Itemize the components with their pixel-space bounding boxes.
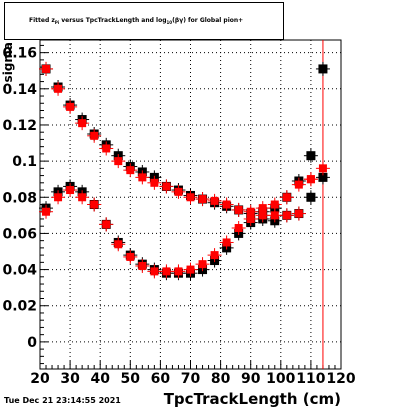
y-tick-label: 0 bbox=[27, 335, 37, 351]
data-point bbox=[162, 182, 171, 191]
data-point bbox=[306, 192, 316, 202]
data-point bbox=[126, 252, 135, 261]
data-point bbox=[318, 164, 327, 173]
data-point bbox=[246, 207, 255, 216]
x-tick-label: 20 bbox=[30, 371, 50, 387]
data-point bbox=[198, 260, 207, 269]
data-point bbox=[210, 196, 219, 205]
data-point bbox=[174, 187, 183, 196]
timestamp-label: Tue Dec 21 23:14:55 2021 bbox=[4, 396, 121, 405]
data-point bbox=[78, 193, 87, 202]
data-point bbox=[90, 200, 99, 209]
data-point bbox=[42, 64, 51, 73]
chart-title-box: Fitted zPi versus TpcTrackLength and log… bbox=[4, 2, 284, 40]
x-tick-label: 50 bbox=[121, 371, 141, 387]
data-point bbox=[54, 84, 63, 93]
data-point bbox=[186, 265, 195, 274]
data-point bbox=[150, 178, 159, 187]
y-axis-label: sigma bbox=[1, 42, 15, 82]
data-point bbox=[66, 186, 75, 195]
data-point bbox=[54, 193, 63, 202]
data-point bbox=[126, 166, 135, 175]
x-tick-label: 100 bbox=[266, 371, 295, 387]
data-point bbox=[270, 211, 279, 220]
y-tick-label: 0.04 bbox=[2, 263, 37, 279]
data-point bbox=[102, 144, 111, 153]
y-tick-label: 0.12 bbox=[2, 118, 37, 134]
data-point bbox=[138, 261, 147, 270]
data-point bbox=[222, 200, 231, 209]
y-tick-label: 0.14 bbox=[2, 82, 37, 98]
data-point bbox=[246, 214, 255, 223]
data-point bbox=[282, 193, 291, 202]
data-point bbox=[114, 240, 123, 249]
data-point bbox=[150, 267, 159, 276]
y-tick-label: 0.1 bbox=[12, 154, 37, 170]
y-tick-label: 0.08 bbox=[2, 190, 37, 206]
x-tick-label: 60 bbox=[151, 371, 171, 387]
data-point bbox=[186, 193, 195, 202]
data-point bbox=[102, 220, 111, 229]
data-point bbox=[318, 64, 328, 74]
x-tick-label: 90 bbox=[241, 371, 261, 387]
data-point bbox=[318, 172, 328, 182]
data-point bbox=[90, 131, 99, 140]
data-point bbox=[42, 207, 51, 216]
data-point bbox=[294, 180, 303, 189]
chart-title: Fitted zPi versus TpcTrackLength and log… bbox=[29, 17, 244, 26]
data-point bbox=[234, 224, 243, 232]
data-point bbox=[222, 238, 231, 247]
x-tick-label: 30 bbox=[60, 371, 80, 387]
data-point bbox=[282, 211, 291, 220]
data-point bbox=[294, 209, 303, 218]
y-tick-label: 0.16 bbox=[2, 46, 37, 62]
data-point bbox=[210, 251, 219, 260]
x-tick-label: 70 bbox=[181, 371, 201, 387]
data-point bbox=[198, 195, 207, 204]
y-tick-label: 0.06 bbox=[2, 226, 37, 242]
data-point bbox=[306, 151, 316, 161]
y-tick-label: 0.02 bbox=[2, 299, 37, 315]
data-point bbox=[174, 267, 183, 276]
data-point bbox=[114, 157, 123, 166]
data-point bbox=[258, 211, 267, 220]
x-tick-label: 120 bbox=[326, 371, 355, 387]
x-tick-label: 40 bbox=[90, 371, 110, 387]
data-point bbox=[306, 175, 315, 184]
data-point bbox=[138, 173, 147, 182]
data-point bbox=[162, 267, 171, 276]
x-tick-label: 110 bbox=[296, 371, 325, 387]
data-point bbox=[234, 205, 243, 214]
x-axis-label: TpcTrackLength (cm) bbox=[164, 390, 341, 408]
data-point bbox=[78, 119, 87, 128]
data-point bbox=[270, 200, 279, 209]
data-point bbox=[258, 204, 267, 213]
data-point bbox=[66, 102, 75, 111]
x-tick-label: 80 bbox=[211, 371, 231, 387]
